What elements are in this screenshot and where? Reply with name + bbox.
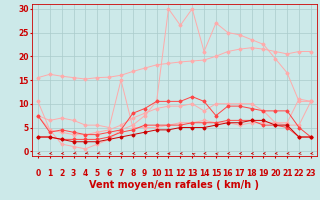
X-axis label: Vent moyen/en rafales ( km/h ): Vent moyen/en rafales ( km/h ) [89,180,260,190]
